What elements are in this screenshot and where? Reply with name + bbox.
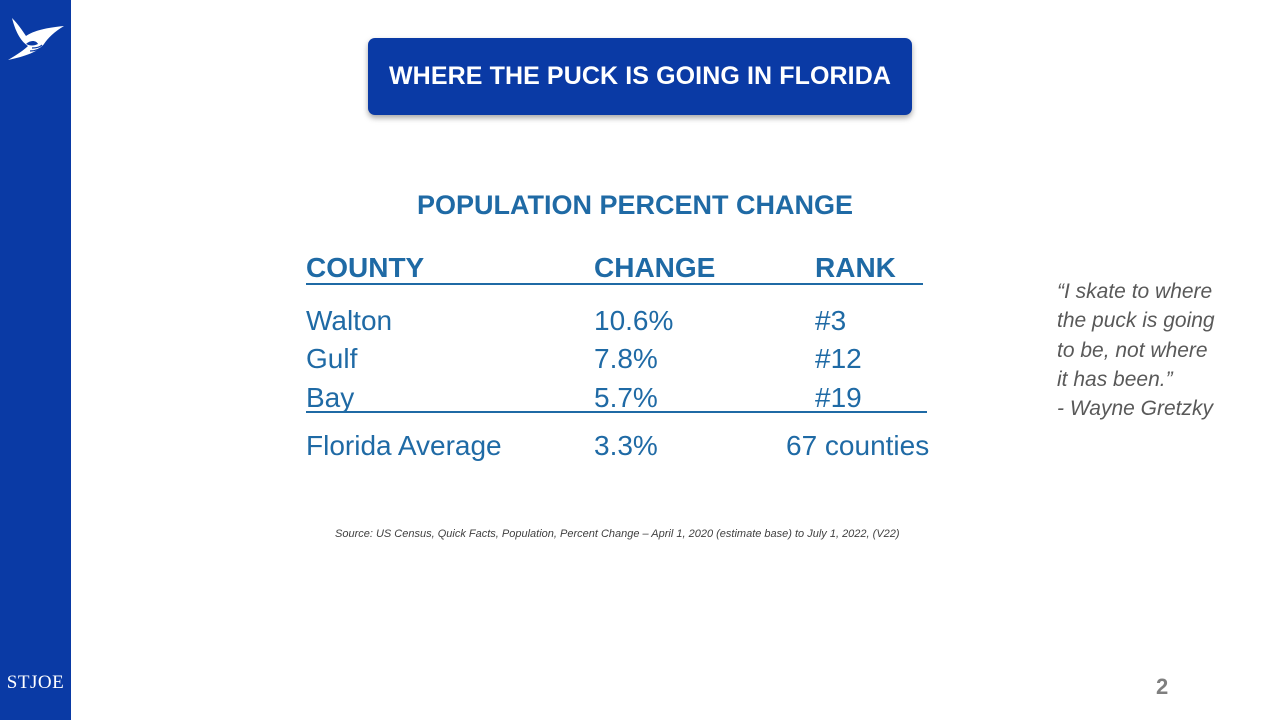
summary-rank: 67 counties xyxy=(786,430,930,461)
quote-line: to be, not where xyxy=(1057,338,1208,362)
quote-line: the puck is going xyxy=(1057,309,1215,333)
row-rank: #12 xyxy=(815,343,862,374)
bird-logo-icon xyxy=(8,18,64,60)
rows-underline xyxy=(306,411,927,413)
slide-title-box: WHERE THE PUCK IS GOING IN FLORIDA xyxy=(368,38,912,115)
brand-sidebar: STJOE xyxy=(0,0,71,720)
row-county: Gulf xyxy=(306,343,358,374)
brand-wordmark: STJOE xyxy=(0,672,71,694)
row-change: 7.8% xyxy=(594,343,658,374)
header-change: CHANGE xyxy=(594,252,716,283)
brand-joe: JOE xyxy=(29,672,65,693)
quote-attribution: - Wayne Gretzky xyxy=(1057,397,1213,421)
row-rank: #3 xyxy=(815,305,847,336)
gretzky-quote: “I skate to where the puck is going to b… xyxy=(1057,277,1257,423)
brand-st: ST xyxy=(6,672,30,693)
row-change: 5.7% xyxy=(594,382,658,413)
header-county: COUNTY xyxy=(306,252,425,283)
page-number: 2 xyxy=(1156,674,1169,699)
quote-line: “I skate to where xyxy=(1057,280,1213,303)
slide-title: WHERE THE PUCK IS GOING IN FLORIDA xyxy=(388,62,892,90)
row-rank: #19 xyxy=(815,382,862,413)
summary-change: 3.3% xyxy=(594,430,658,461)
row-county: Bay xyxy=(306,382,355,413)
header-rank: RANK xyxy=(815,252,896,283)
table-title: POPULATION PERCENT CHANGE xyxy=(416,190,854,220)
row-change: 10.6% xyxy=(594,305,674,336)
header-underline xyxy=(306,283,923,285)
source-note: Source: US Census, Quick Facts, Populati… xyxy=(335,528,900,540)
summary-county: Florida Average xyxy=(306,430,502,461)
quote-line: it has been.” xyxy=(1057,367,1173,391)
row-county: Walton xyxy=(306,305,393,336)
